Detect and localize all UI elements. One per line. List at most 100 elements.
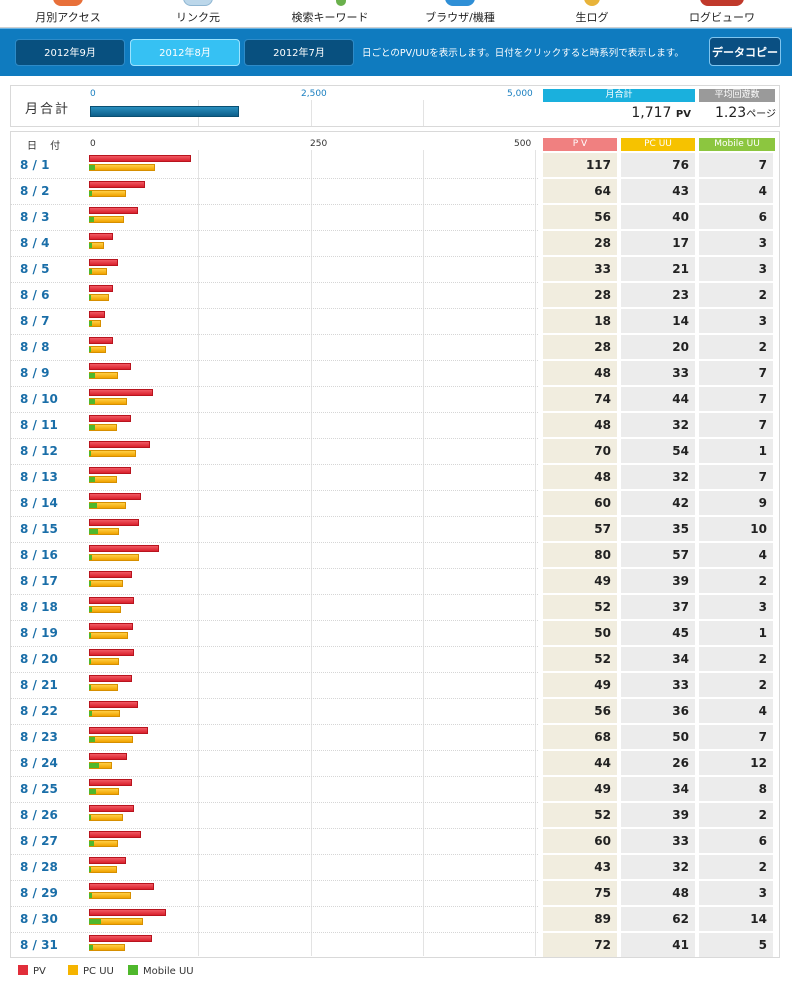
mobile-uu-bar xyxy=(89,607,92,612)
mobile-uu-bar xyxy=(89,529,98,534)
date-link[interactable]: 8 / 16 xyxy=(20,548,58,562)
date-link[interactable]: 8 / 1 xyxy=(20,158,50,172)
nav-log-viewer[interactable]: ログビューワ xyxy=(656,0,788,28)
mobile-uu-bar xyxy=(89,347,91,352)
pc-uu-bar xyxy=(89,684,118,691)
date-column-header: 日 付 xyxy=(27,141,66,152)
avg-pages-value: 1.23ページ xyxy=(699,105,776,121)
mobile-uu-value: 2 xyxy=(699,673,773,697)
date-link[interactable]: 8 / 8 xyxy=(20,340,50,354)
nav-raw-log[interactable]: 生ログ xyxy=(526,0,658,28)
mobile-uu-value: 9 xyxy=(699,491,773,515)
date-link[interactable]: 8 / 19 xyxy=(20,626,58,640)
nav-label: ログビューワ xyxy=(689,11,755,24)
monthly-total-bar xyxy=(90,106,239,117)
pv-value: 49 xyxy=(543,673,617,697)
pc-uu-bar xyxy=(89,216,124,223)
nav-monthly-access[interactable]: 月別アクセス xyxy=(2,0,134,28)
daily-gridline xyxy=(423,150,424,956)
pv-value: 74 xyxy=(543,387,617,411)
mobile-uu-value: 2 xyxy=(699,283,773,307)
row-divider xyxy=(10,750,538,751)
pv-bar xyxy=(89,597,134,604)
pc-uu-value: 39 xyxy=(621,803,695,827)
date-link[interactable]: 8 / 13 xyxy=(20,470,58,484)
row-divider xyxy=(10,308,538,309)
date-link[interactable]: 8 / 14 xyxy=(20,496,58,510)
mobile-uu-value: 2 xyxy=(699,335,773,359)
date-link[interactable]: 8 / 30 xyxy=(20,912,58,926)
date-link[interactable]: 8 / 5 xyxy=(20,262,50,276)
date-link[interactable]: 8 / 18 xyxy=(20,600,58,614)
month-button-2012-07[interactable]: 2012年7月 xyxy=(244,39,354,66)
mobile-uu-bar xyxy=(89,763,99,768)
mobile-uu-value: 10 xyxy=(699,517,773,541)
pc-uu-value: 40 xyxy=(621,205,695,229)
date-link[interactable]: 8 / 31 xyxy=(20,938,58,952)
mobile-uu-value: 5 xyxy=(699,933,773,957)
date-link[interactable]: 8 / 7 xyxy=(20,314,50,328)
date-link[interactable]: 8 / 11 xyxy=(20,418,58,432)
pv-value: 43 xyxy=(543,855,617,879)
mobile-uu-swatch xyxy=(128,965,138,975)
nav-referrer[interactable]: リンク元 xyxy=(132,0,264,28)
mobile-uu-value: 4 xyxy=(699,179,773,203)
date-link[interactable]: 8 / 26 xyxy=(20,808,58,822)
pv-value: 44 xyxy=(543,751,617,775)
row-divider xyxy=(10,880,538,881)
month-button-2012-09[interactable]: 2012年9月 xyxy=(15,39,125,66)
mobile-uu-bar xyxy=(89,477,95,482)
date-link[interactable]: 8 / 22 xyxy=(20,704,58,718)
data-copy-button[interactable]: データコピー xyxy=(709,37,781,66)
mobile-uu-bar xyxy=(89,269,92,274)
date-link[interactable]: 8 / 6 xyxy=(20,288,50,302)
pc-uu-value: 26 xyxy=(621,751,695,775)
date-link[interactable]: 8 / 25 xyxy=(20,782,58,796)
mobile-uu-bar xyxy=(89,425,95,430)
pv-bar xyxy=(89,519,139,526)
date-link[interactable]: 8 / 23 xyxy=(20,730,58,744)
pv-bar xyxy=(89,727,148,734)
mobile-uu-bar xyxy=(89,737,95,742)
pv-bar xyxy=(89,441,150,448)
mobile-uu-bar xyxy=(89,789,96,794)
pv-value: 28 xyxy=(543,335,617,359)
mobile-uu-bar xyxy=(89,503,97,508)
pv-value: 117 xyxy=(543,153,617,177)
date-link[interactable]: 8 / 24 xyxy=(20,756,58,770)
date-link[interactable]: 8 / 28 xyxy=(20,860,58,874)
pv-bar xyxy=(89,831,141,838)
pv-value: 50 xyxy=(543,621,617,645)
month-button-2012-08[interactable]: 2012年8月 xyxy=(130,39,240,66)
pc-uu-value: 39 xyxy=(621,569,695,593)
legend-mobile-uu-label: Mobile UU xyxy=(143,966,194,977)
total-unit: PV xyxy=(675,109,691,120)
mobile-uu-bar xyxy=(89,867,91,872)
date-link[interactable]: 8 / 27 xyxy=(20,834,58,848)
date-link[interactable]: 8 / 10 xyxy=(20,392,58,406)
date-link[interactable]: 8 / 17 xyxy=(20,574,58,588)
pv-value: 64 xyxy=(543,179,617,203)
date-link[interactable]: 8 / 2 xyxy=(20,184,50,198)
date-link[interactable]: 8 / 9 xyxy=(20,366,50,380)
row-divider xyxy=(10,594,538,595)
pc-uu-bar xyxy=(89,346,106,353)
mobile-uu-bar xyxy=(89,581,91,586)
pv-bar xyxy=(89,675,132,682)
date-link[interactable]: 8 / 12 xyxy=(20,444,58,458)
date-link[interactable]: 8 / 21 xyxy=(20,678,58,692)
mobile-uu-value: 6 xyxy=(699,205,773,229)
date-link[interactable]: 8 / 3 xyxy=(20,210,50,224)
date-link[interactable]: 8 / 29 xyxy=(20,886,58,900)
nav-browser-device[interactable]: ブラウザ/機種 xyxy=(394,0,526,28)
date-link[interactable]: 8 / 4 xyxy=(20,236,50,250)
mobile-uu-bar xyxy=(89,191,92,196)
pc-uu-value: 33 xyxy=(621,829,695,853)
nav-search-keyword[interactable]: 検索キーワード xyxy=(264,0,396,28)
mobile-uu-bar xyxy=(89,295,91,300)
date-link[interactable]: 8 / 15 xyxy=(20,522,58,536)
pv-bar xyxy=(89,883,154,890)
date-link[interactable]: 8 / 20 xyxy=(20,652,58,666)
pc-uu-value: 45 xyxy=(621,621,695,645)
row-divider xyxy=(10,932,538,933)
